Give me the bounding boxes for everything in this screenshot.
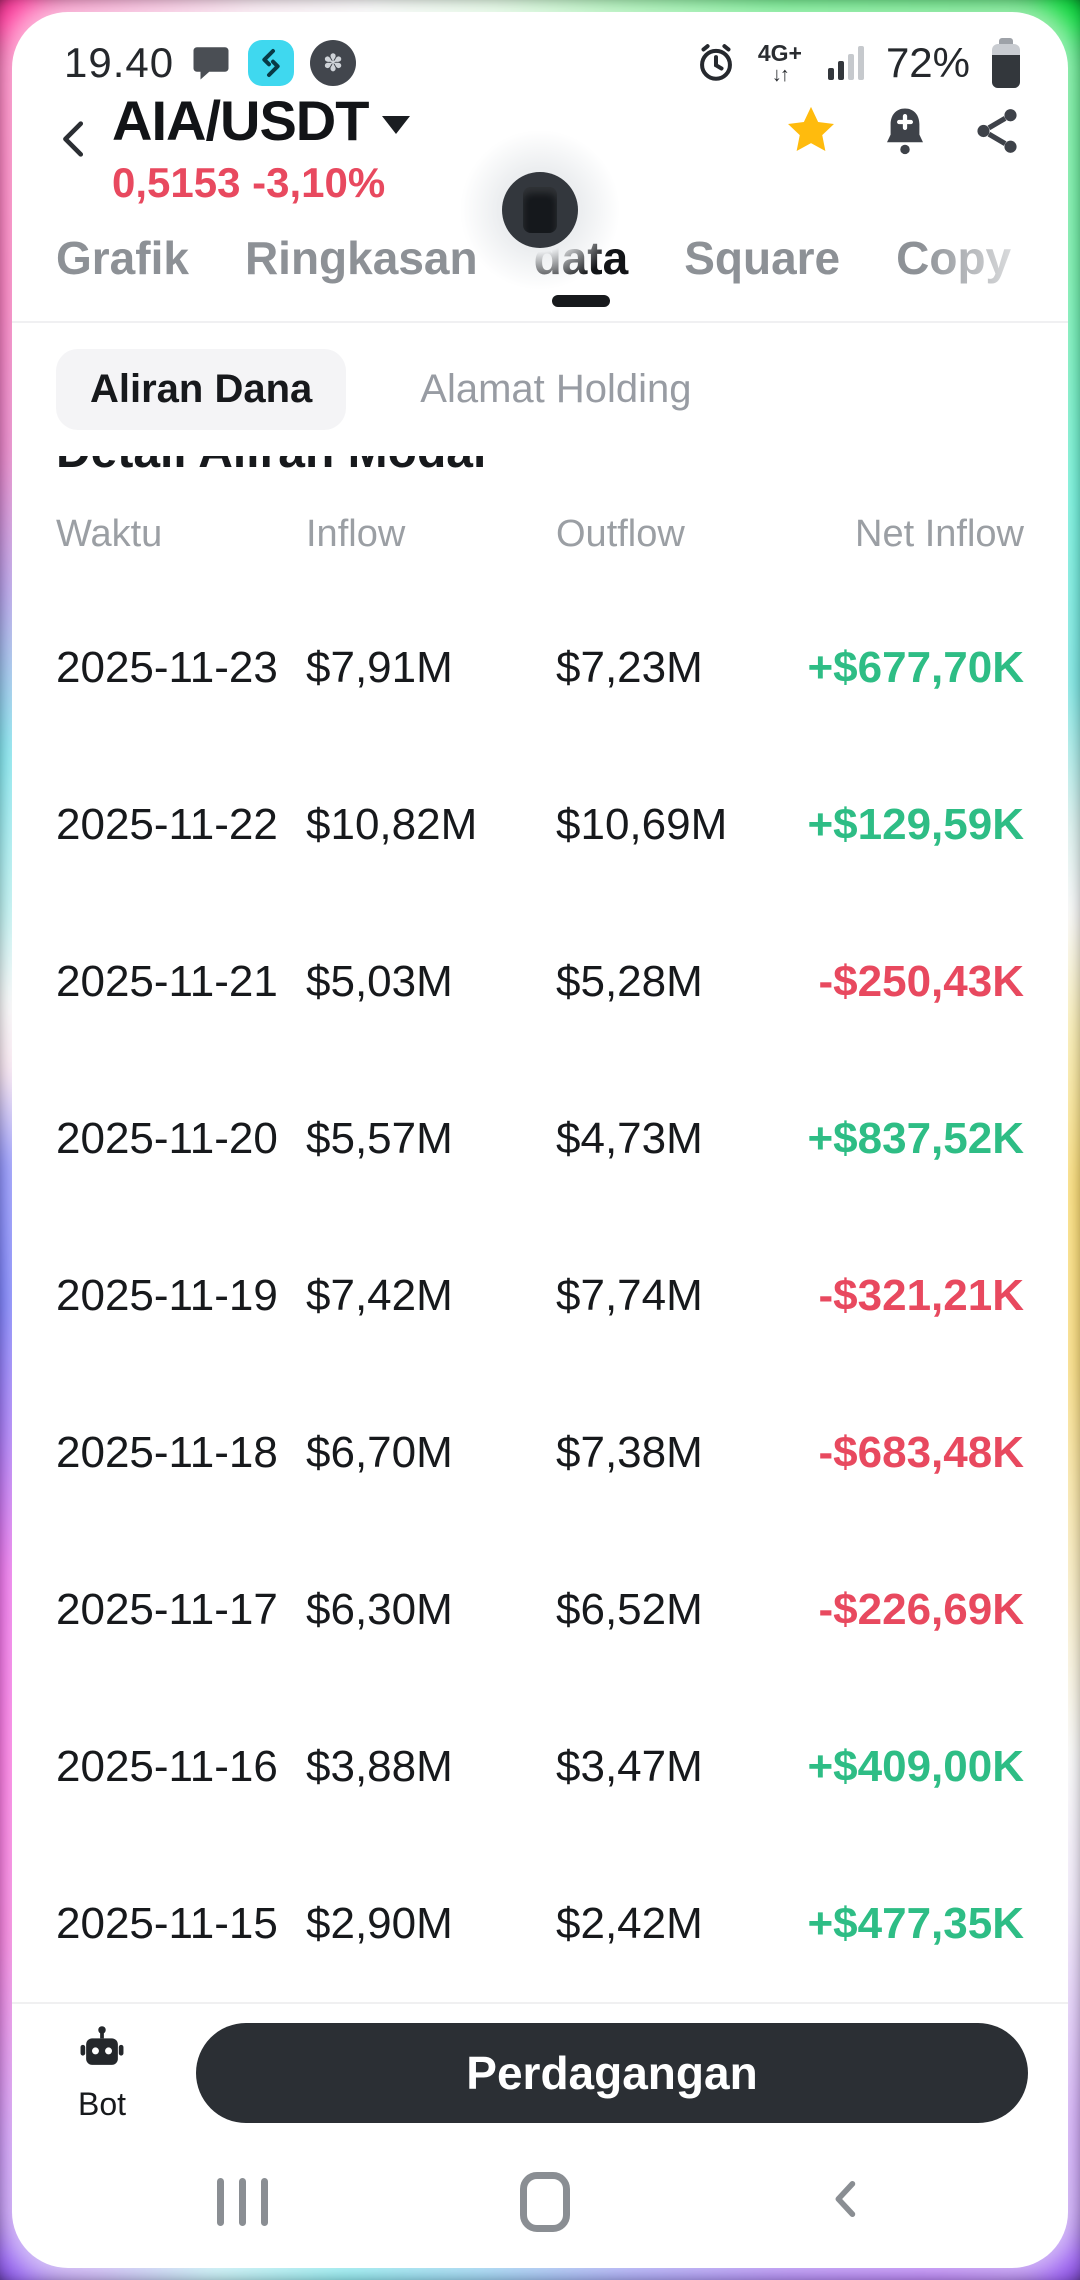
robot-icon — [80, 2026, 124, 2066]
col-header-outflow: Outflow — [556, 512, 685, 555]
back-button[interactable] — [52, 116, 98, 167]
col-header-waktu: Waktu — [56, 512, 163, 555]
trade-button[interactable]: Perdagangan — [196, 2022, 1028, 2123]
last-price: 0,5153 — [112, 159, 241, 206]
bot-shortcut-button[interactable]: Bot — [56, 2022, 148, 2123]
message-notification-icon — [190, 42, 232, 84]
nav-back-icon[interactable] — [821, 2173, 873, 2230]
table-header-row: Waktu Inflow Outflow Net Inflow — [56, 479, 1024, 589]
price-alert-bell-button[interactable] — [878, 104, 932, 163]
tab-ringkasan[interactable]: Ringkasan — [244, 232, 478, 285]
table-row: 2025-11-21 $5,03M $5,28M -$250,43K — [56, 956, 1024, 1006]
pair-title: AIA/USDT — [112, 89, 369, 152]
battery-icon — [992, 38, 1020, 88]
chevron-down-icon — [382, 115, 411, 134]
table-row: 2025-11-19 $7,42M $7,74M -$321,21K — [56, 1270, 1024, 1320]
network-type-indicator: 4G+ ↓↑ — [757, 39, 802, 86]
data-subtab-bar: Aliran Dana Alamat Holding — [12, 323, 1068, 440]
price-change: -3,10% — [252, 159, 386, 206]
pair-selector[interactable]: AIA/USDT — [112, 88, 411, 153]
app-window: 19.40 ✽ 4G+ ↓↑ — [12, 12, 1068, 2268]
table-row: 2025-11-23 $7,91M $7,23M +$677,70K — [56, 642, 1024, 692]
table-row: 2025-11-20 $5,57M $4,73M +$837,52K — [56, 1113, 1024, 1163]
section-title-clipped: Detail Aliran Modal — [56, 456, 1024, 479]
exchange-app-notification-icon — [248, 40, 295, 86]
quran-app-notification-icon: ✽ — [310, 40, 357, 86]
alarm-icon — [694, 41, 738, 85]
col-header-inflow: Inflow — [306, 512, 406, 555]
table-row: 2025-11-18 $6,70M $7,38M -$683,48K — [56, 1427, 1024, 1477]
tab-square[interactable]: Square — [684, 232, 841, 285]
table-row: 2025-11-22 $10,82M $10,69M +$129,59K — [56, 799, 1024, 849]
subtab-alamat-holding[interactable]: Alamat Holding — [420, 367, 692, 412]
share-button[interactable] — [970, 104, 1024, 163]
home-icon[interactable] — [519, 2171, 570, 2232]
tab-grafik[interactable]: Grafik — [56, 232, 189, 285]
status-bar: 19.40 ✽ 4G+ ↓↑ — [12, 12, 1068, 88]
clock-text: 19.40 — [64, 39, 175, 86]
subtab-aliran-dana[interactable]: Aliran Dana — [56, 349, 347, 431]
signal-strength-icon — [827, 46, 864, 80]
col-header-net-inflow: Net Inflow — [855, 512, 1024, 555]
front-camera-icon — [502, 172, 578, 248]
bottom-action-bar: Bot Perdagangan — [12, 2002, 1068, 2149]
camera-cutout — [460, 130, 620, 290]
table-row: 2025-11-17 $6,30M $6,52M -$226,69K — [56, 1584, 1024, 1634]
pair-price-row: 0,5153 -3,10% — [112, 159, 410, 207]
android-nav-bar — [12, 2149, 1068, 2268]
battery-percent-text: 72% — [885, 39, 970, 86]
tab-copy[interactable]: Copy — [896, 232, 1012, 285]
favorite-star-button[interactable] — [782, 102, 840, 165]
tab-bot[interactable]: Bot — [1067, 231, 1068, 321]
table-row: 2025-11-16 $3,88M $3,47M +$409,00K — [56, 1741, 1024, 1791]
pair-header: AIA/USDT 0,5153 -3,10% — [12, 88, 1068, 221]
fund-flow-table[interactable]: Waktu Inflow Outflow Net Inflow 2025-11-… — [12, 479, 1068, 2002]
table-row: 2025-11-15 $2,90M $2,42M +$477,35K — [56, 1898, 1024, 1948]
recent-apps-icon[interactable] — [217, 2177, 268, 2226]
bot-shortcut-label: Bot — [77, 2086, 127, 2123]
